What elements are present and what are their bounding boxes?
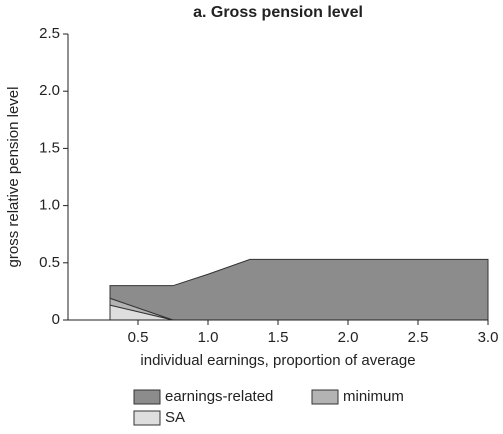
y-tick-label: 1.0 (39, 197, 60, 214)
legend-label: earnings-related (165, 388, 273, 405)
y-tick-label: 2.0 (39, 82, 60, 99)
y-axis-label: gross relative pension level (5, 87, 22, 268)
area (109, 258, 489, 321)
y-tick-label: 2.5 (39, 25, 60, 42)
y-tick-label: 0 (52, 311, 60, 328)
legend-label: minimum (343, 388, 404, 405)
x-tick-label: 1.0 (198, 329, 219, 346)
legend-swatch (133, 389, 161, 405)
x-tick-label: 2.5 (408, 329, 429, 346)
x-tick-label: 3.0 (478, 329, 499, 346)
legend-swatch (133, 410, 161, 426)
legend-swatch (311, 389, 339, 405)
x-tick-label: 0.5 (128, 329, 149, 346)
legend-label: SA (165, 409, 185, 426)
y-tick-label: 1.5 (39, 139, 60, 156)
x-tick-label: 2.0 (338, 329, 359, 346)
x-tick-label: 1.5 (268, 329, 289, 346)
chart-title: a. Gross pension level (193, 4, 363, 21)
x-axis-label: individual earnings, proportion of avera… (140, 352, 415, 369)
y-tick-label: 0.5 (39, 254, 60, 271)
